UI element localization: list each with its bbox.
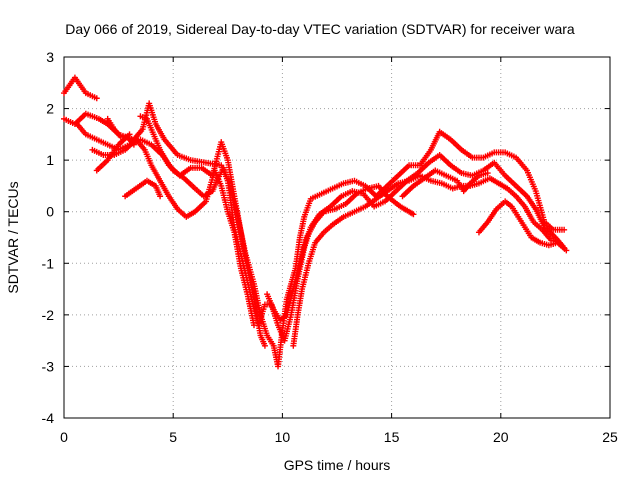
series-track-9 — [290, 172, 563, 349]
y-tick-label: -2 — [42, 307, 55, 323]
series-track-1 — [61, 74, 100, 102]
series-track-11 — [399, 167, 491, 200]
data-point-marker — [157, 193, 164, 200]
series-track-10 — [475, 198, 570, 254]
series-track-4 — [137, 113, 268, 349]
data-point-marker — [561, 226, 568, 233]
y-tick-label: 2 — [46, 101, 54, 117]
gridlines — [64, 57, 610, 418]
x-tick-label: 10 — [275, 429, 291, 445]
x-tick-label: 25 — [602, 429, 618, 445]
y-tick-label: 0 — [46, 204, 54, 220]
y-tick-label: -3 — [42, 358, 55, 374]
data-point-marker — [261, 342, 268, 349]
data-point-marker — [484, 170, 491, 177]
y-tick-label: -4 — [42, 410, 55, 426]
series-track-8 — [264, 182, 417, 324]
series-track-5 — [89, 136, 258, 329]
y-axis-label: SDTVAR / TECUs — [5, 181, 21, 293]
x-tick-label: 0 — [60, 429, 68, 445]
chart-title: Day 066 of 2019, Sidereal Day-to-day VTE… — [65, 21, 575, 37]
y-tick-label: 3 — [46, 49, 54, 65]
series-track-12 — [104, 115, 137, 148]
data-point-marker — [93, 95, 100, 102]
x-tick-label: 5 — [169, 429, 177, 445]
x-axis-label: GPS time / hours — [284, 457, 391, 473]
data-marks — [61, 74, 570, 370]
plot-frame — [63, 56, 611, 419]
data-point-marker — [410, 211, 417, 218]
y-tick-label: -1 — [42, 255, 55, 271]
x-tick-label: 15 — [384, 429, 400, 445]
data-point-marker — [251, 322, 258, 329]
data-point-marker — [130, 141, 137, 148]
axis-ticks: 0 5 10 15 20 25 -4 -3 -2 -1 0 1 2 3 — [42, 49, 618, 445]
series-track-7 — [122, 177, 164, 200]
y-tick-label: 1 — [46, 152, 54, 168]
data-point-marker — [563, 247, 570, 254]
x-tick-label: 20 — [493, 429, 509, 445]
